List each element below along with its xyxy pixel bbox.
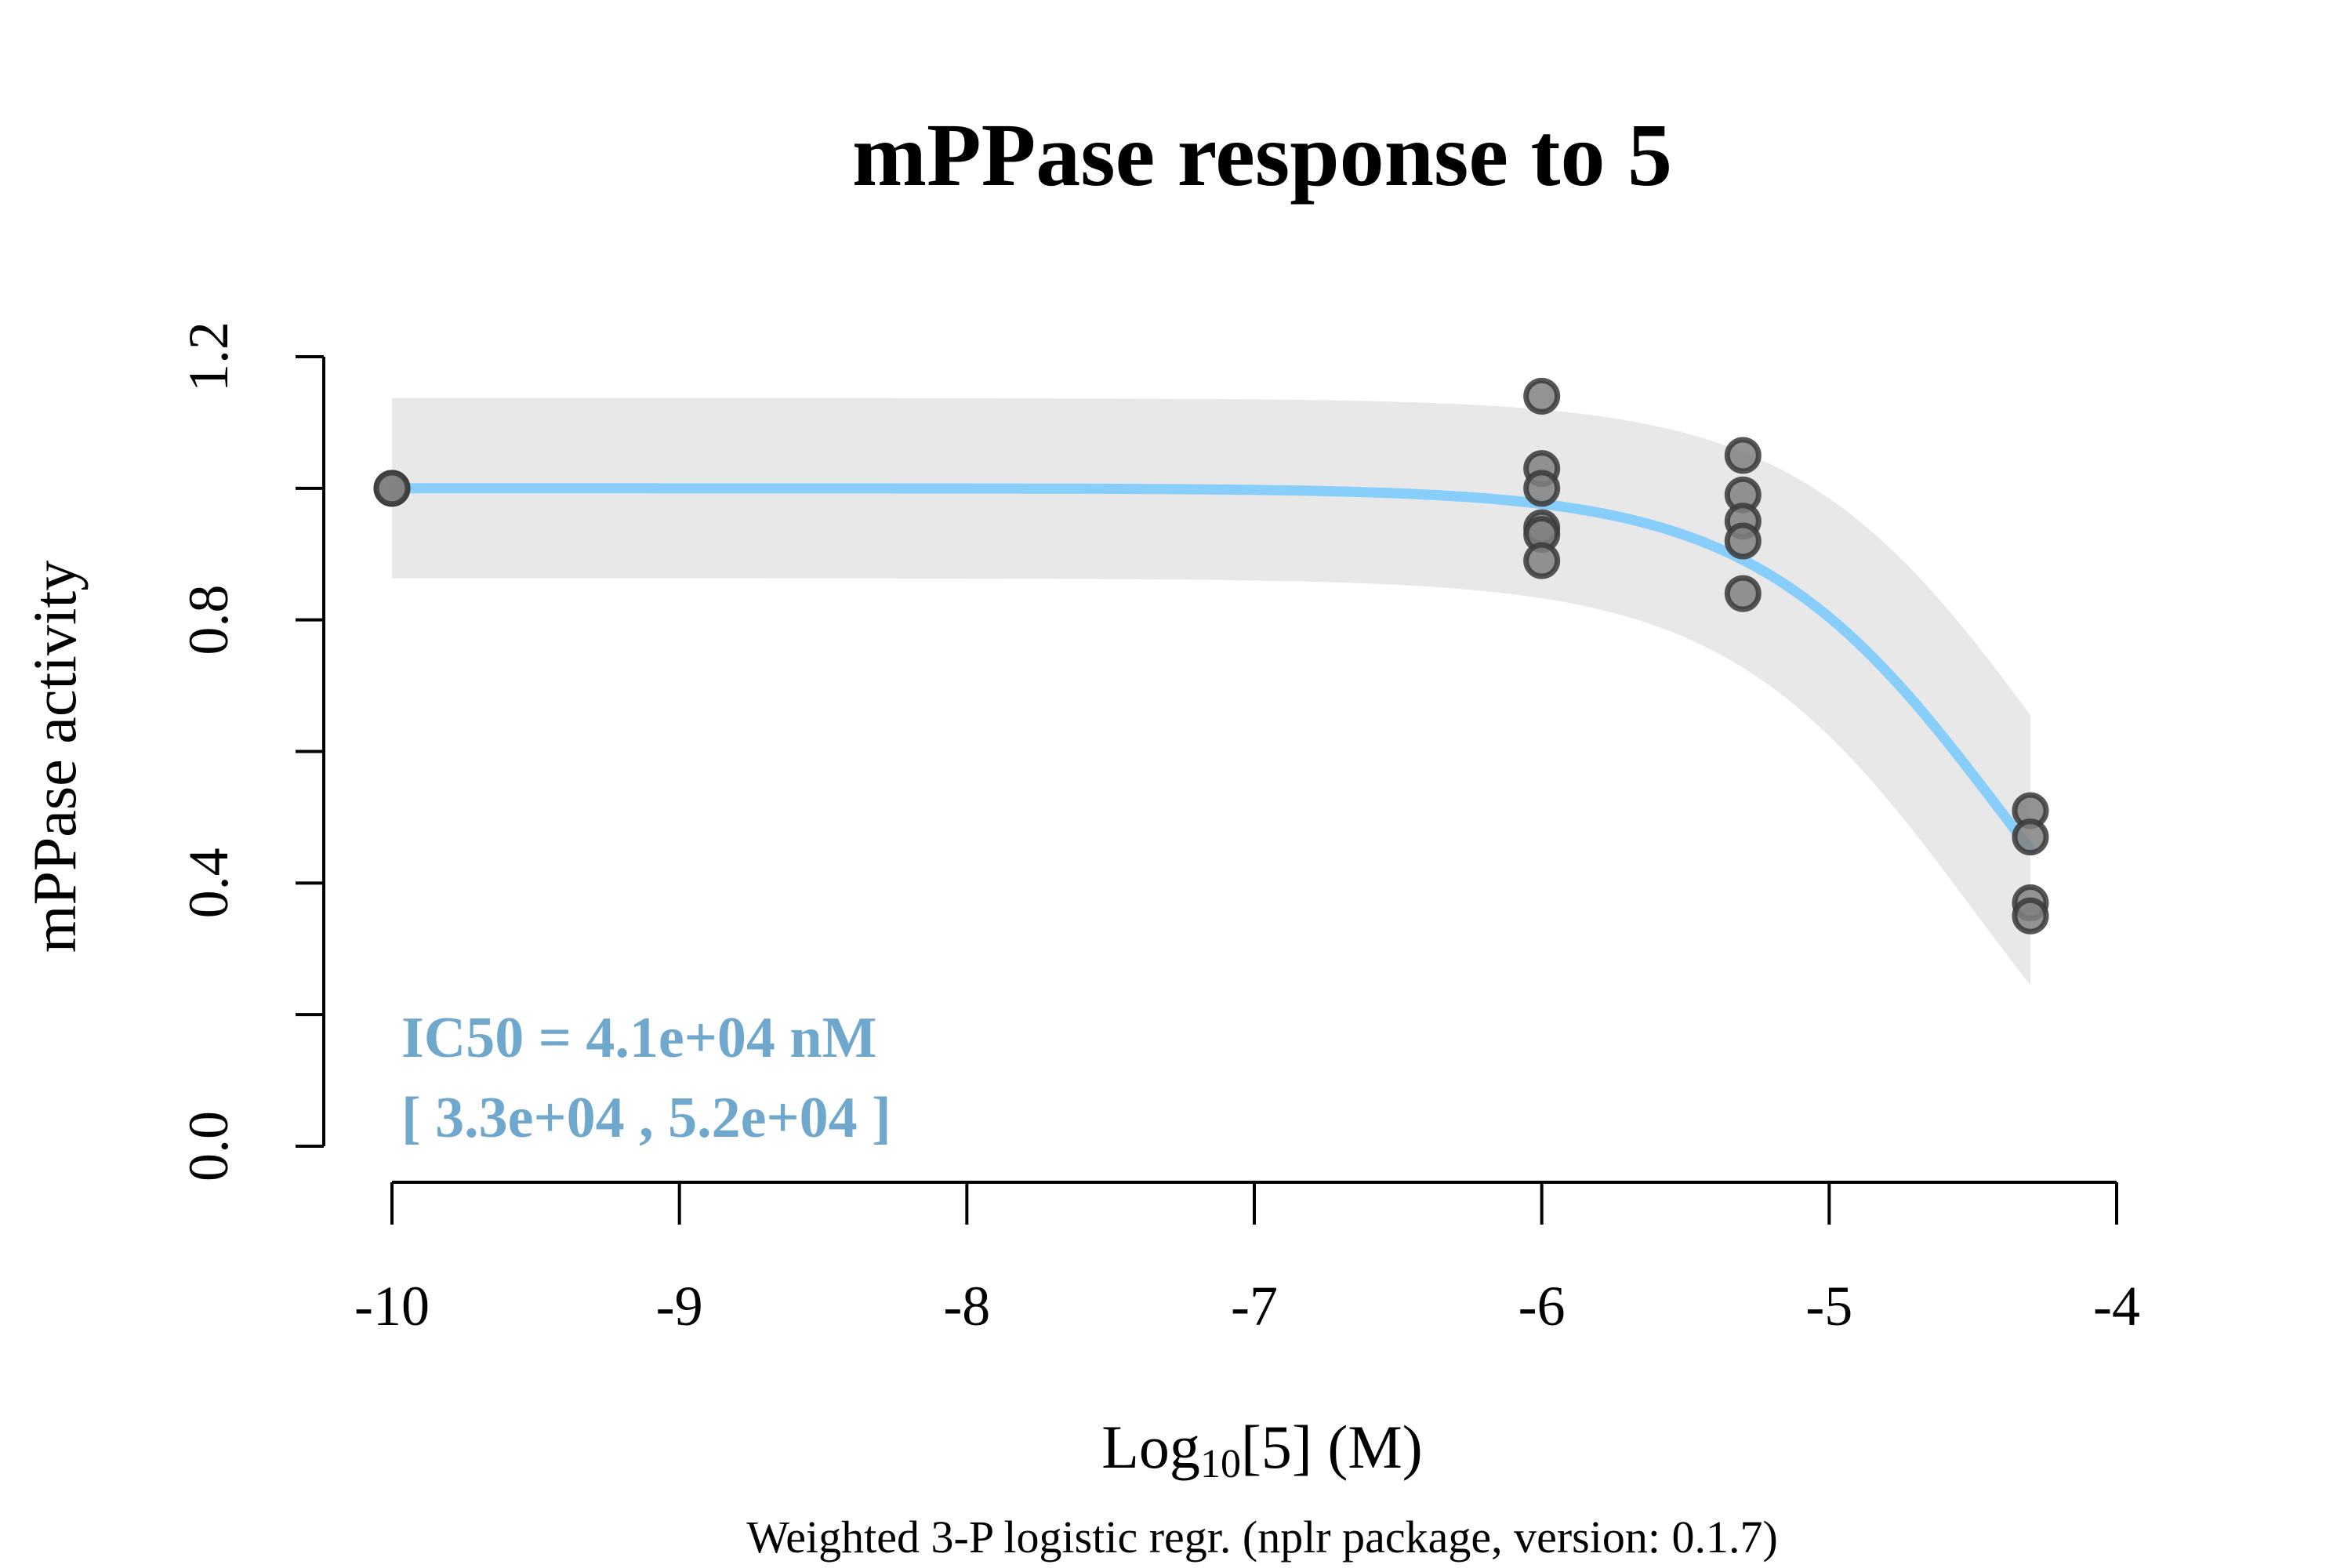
- data-point: [1523, 470, 1561, 507]
- x-tick-label: -10: [354, 1275, 430, 1338]
- x-tick-label: -4: [2093, 1275, 2140, 1338]
- x-axis: -10 -9 -8 -7 -6 -5 -4: [354, 1181, 2140, 1338]
- chart-title: mPPase response to 5: [852, 105, 1672, 205]
- x-axis-label-suffix: [5] (M): [1241, 1413, 1423, 1481]
- x-tick-label: -5: [1805, 1275, 1852, 1338]
- data-point: [2012, 897, 2049, 935]
- ic50-confidence-interval: [ 3.3e+04 , 5.2e+04 ]: [401, 1086, 891, 1150]
- x-tick-label: -8: [943, 1275, 990, 1338]
- y-axis: 0.0 0.4 0.8 1.2: [177, 321, 325, 1181]
- ic50-annotation: IC50 = 4.1e+04 nM: [401, 1006, 876, 1070]
- data-points: [373, 377, 2049, 935]
- x-axis-label-prefix: Log: [1101, 1413, 1200, 1481]
- data-point: [1523, 542, 1561, 579]
- data-point: [1724, 522, 1762, 560]
- x-axis-label: Log10[5] (M): [1101, 1413, 1422, 1486]
- y-tick-label: 0.4: [177, 848, 240, 918]
- x-tick-label: -7: [1231, 1275, 1278, 1338]
- data-point: [2012, 818, 2049, 856]
- data-point: [1724, 575, 1762, 612]
- x-tick-label: -6: [1518, 1275, 1566, 1338]
- fit-curve: [386, 483, 2036, 855]
- data-point: [1724, 437, 1762, 474]
- data-point: [1523, 377, 1561, 415]
- y-tick-label: 0.0: [177, 1111, 240, 1181]
- y-axis-label: mPPase activity: [20, 561, 89, 953]
- chart-subtitle: Weighted 3-P logistic regr. (nplr packag…: [746, 1512, 1778, 1563]
- x-tick-label: -9: [656, 1275, 703, 1338]
- y-tick-label: 1.2: [177, 321, 240, 392]
- data-point: [373, 470, 411, 507]
- plot-area: [373, 377, 2049, 985]
- x-axis-label-subscript: 10: [1200, 1442, 1241, 1486]
- y-tick-label: 0.8: [177, 585, 240, 655]
- confidence-band: [392, 397, 2030, 985]
